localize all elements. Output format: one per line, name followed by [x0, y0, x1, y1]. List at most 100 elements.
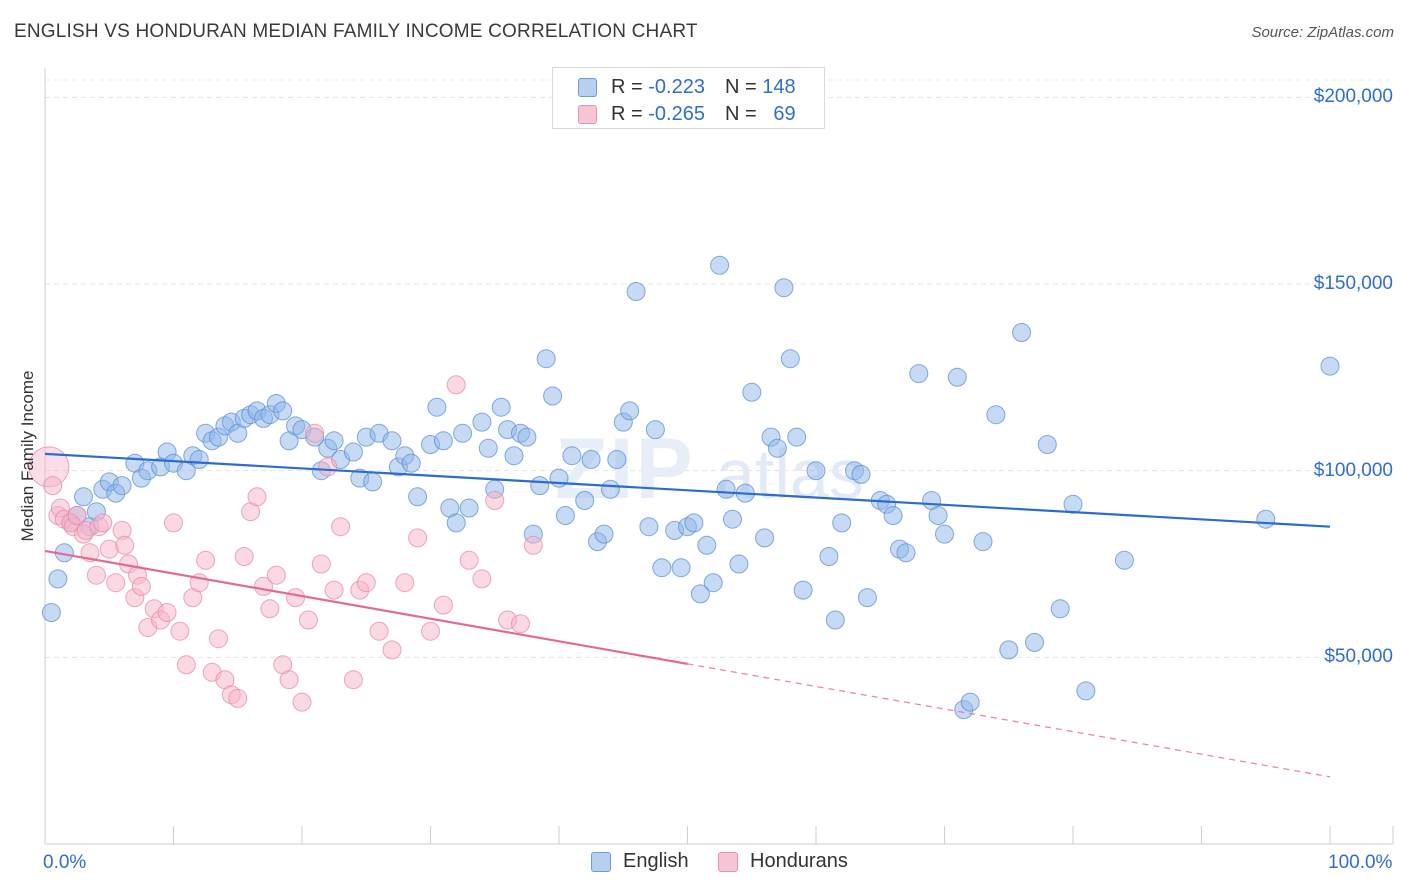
english-point — [780, 349, 800, 369]
legend-swatch-english — [578, 77, 597, 97]
english-point — [555, 506, 575, 525]
hondurans-point — [318, 457, 338, 477]
english-point — [1050, 599, 1070, 619]
legend-swatch-hondurans — [718, 851, 738, 872]
legend-item-english[interactable]: English — [591, 850, 689, 873]
english-point — [774, 278, 794, 298]
english-point — [684, 513, 704, 533]
stats-legend: R = -0.223 N = 148 R = -0.265 N = 69 — [552, 67, 825, 129]
legend-n-label: N = — [724, 75, 757, 98]
english-point — [491, 397, 511, 417]
hondurans-point — [421, 621, 440, 641]
english-point — [401, 453, 421, 473]
english-point — [935, 524, 954, 544]
hondurans-point — [286, 588, 306, 608]
hondurans-point — [523, 535, 543, 555]
english-point — [1025, 632, 1044, 652]
hondurans-point — [305, 423, 325, 443]
english-point — [1063, 494, 1083, 514]
english-point — [575, 491, 595, 510]
english-point — [594, 524, 614, 544]
watermark-atlas-text: atlas — [716, 435, 864, 513]
hondurans-point — [115, 535, 135, 555]
english-point — [742, 382, 762, 402]
gridlines — [45, 79, 1393, 658]
english-point — [825, 610, 845, 630]
english-point — [716, 479, 736, 499]
legend-n-value: 148 — [762, 75, 796, 98]
english-point — [947, 367, 967, 387]
english-point — [626, 282, 646, 301]
english-point — [1320, 356, 1340, 376]
english-point — [74, 487, 93, 507]
english-points — [41, 255, 1340, 720]
english-point — [48, 569, 68, 589]
english-point — [581, 450, 601, 469]
legend-n-value: 69 — [773, 102, 796, 125]
trend-lines — [44, 452, 1331, 778]
legend-item-hondurans[interactable]: Hondurans — [718, 850, 848, 873]
hondurans-point — [196, 550, 216, 570]
hondurans-point — [369, 621, 389, 641]
y-tick-label: $50,000 — [1324, 646, 1393, 668]
english-point — [453, 423, 473, 443]
hondurans-point — [331, 517, 351, 537]
english-point — [928, 506, 948, 525]
hondurans-point — [459, 550, 479, 570]
y-axis-label: Median Family Income — [18, 370, 37, 542]
english-point — [1076, 681, 1096, 701]
english-point — [652, 558, 672, 578]
english-point — [1114, 550, 1134, 570]
english-point — [793, 580, 813, 600]
english-point — [986, 405, 1006, 425]
hondurans-point — [279, 670, 299, 690]
hondurans-point — [247, 487, 267, 507]
legend-r-label: R = — [611, 102, 643, 125]
hondurans-point — [266, 565, 286, 585]
legend-n-label: N = — [724, 102, 757, 125]
legend-swatch-hondurans — [578, 104, 597, 124]
legend-label-english: English — [623, 850, 689, 872]
y-tick-label: $100,000 — [1313, 459, 1393, 481]
hondurans-point — [106, 573, 126, 593]
legend-label-hondurans: Hondurans — [750, 850, 848, 872]
english-point — [973, 532, 993, 552]
legend-row-english: R = -0.223 N = 148 — [553, 74, 796, 100]
english-point — [459, 498, 479, 518]
english-point — [112, 476, 132, 496]
english-point — [324, 431, 344, 451]
english-point — [723, 509, 742, 529]
english-point — [857, 588, 877, 608]
y-tick-label: $150,000 — [1313, 273, 1393, 294]
legend-row-hondurans: R = -0.265 N = 69 — [553, 101, 796, 127]
english-point — [543, 386, 563, 406]
english-point — [999, 640, 1019, 660]
english-point — [446, 513, 466, 533]
hondurans-point — [228, 688, 248, 708]
x-tick-min: 0.0% — [43, 852, 87, 873]
hondurans-trend-extension — [687, 663, 1331, 778]
hondurans-point — [209, 629, 228, 649]
hondurans-point — [395, 573, 415, 593]
english-point — [645, 420, 665, 440]
chart-title: ENGLISH VS HONDURAN MEDIAN FAMILY INCOME… — [14, 21, 698, 42]
hondurans-point — [292, 692, 312, 712]
english-point — [433, 431, 453, 451]
english-point — [1012, 323, 1032, 342]
english-point — [755, 528, 775, 548]
english-point — [620, 401, 640, 421]
hondurans-point — [298, 610, 318, 630]
hondurans-point — [43, 476, 63, 496]
y-tick-label: $200,000 — [1313, 86, 1393, 108]
english-point — [382, 431, 402, 451]
english-point — [639, 517, 659, 537]
hondurans-point — [408, 528, 428, 548]
hondurans-point — [485, 491, 505, 510]
english-trend-line — [44, 452, 1331, 528]
hondurans-point — [157, 603, 177, 622]
english-point — [343, 442, 363, 462]
hondurans-points — [28, 375, 543, 712]
legend-r-value: -0.265 — [648, 102, 705, 125]
hondurans-point — [164, 513, 183, 533]
